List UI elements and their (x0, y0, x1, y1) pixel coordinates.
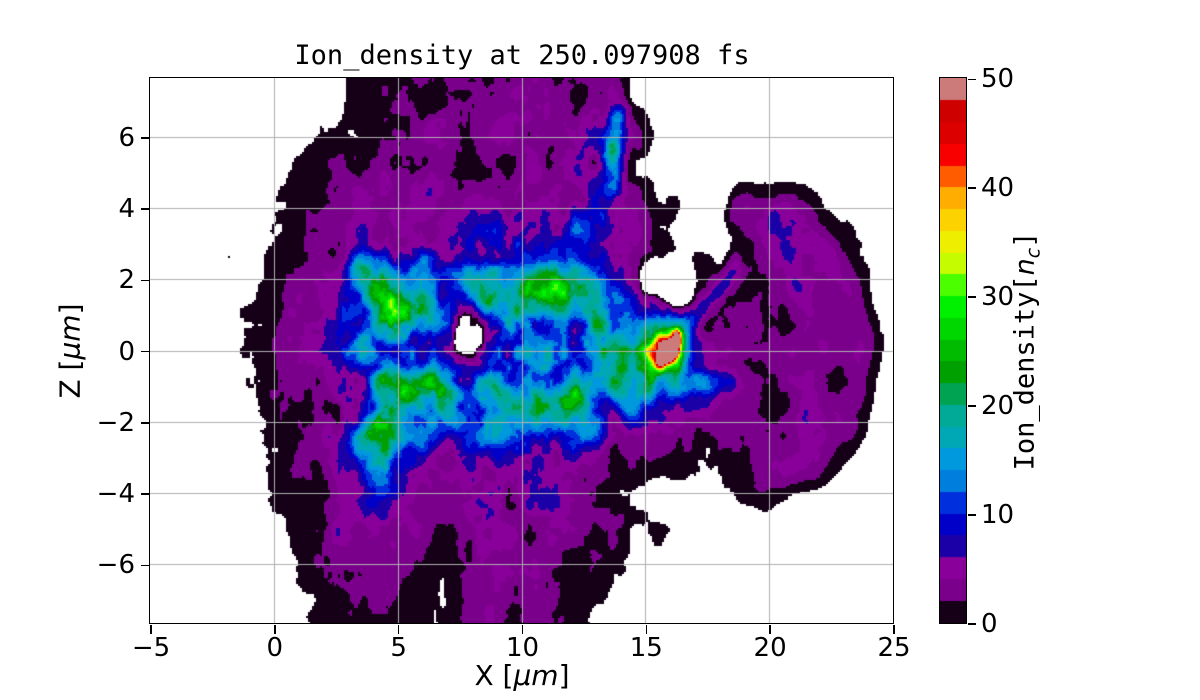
y-tick-label: −2 (96, 407, 135, 438)
x-tick-label: 0 (266, 633, 284, 663)
x-tick-label: 25 (877, 633, 911, 663)
plot-area (149, 77, 895, 625)
colorbar-tick-mark (968, 514, 976, 516)
y-tick-label: 0 (118, 336, 135, 367)
colorbar-label: Ion_density[nc] (1009, 232, 1044, 471)
x-axis-label-post: ] (558, 659, 570, 692)
colorbar-tick-label: 30 (981, 282, 1015, 312)
x-axis-label-unit: μm (513, 659, 559, 692)
y-tick-mark (141, 493, 150, 495)
x-axis-label: X [μm] (474, 659, 569, 692)
colorbar-tick-mark (968, 296, 976, 298)
colorbar-label-sub: c (1022, 247, 1045, 259)
x-axis-label-pre: X [ (474, 659, 514, 692)
x-tick-mark (645, 625, 648, 634)
plot-title: Ion_density at 250.097908 fs (294, 40, 750, 71)
y-axis-label-pre: Z [ (53, 359, 87, 399)
y-tick-label: 4 (118, 194, 135, 225)
x-tick-mark (274, 625, 276, 634)
colorbar (939, 77, 968, 625)
y-tick-label: 6 (118, 122, 135, 153)
x-tick-label: 10 (505, 633, 540, 663)
x-tick-mark (397, 625, 400, 634)
colorbar-tick-label: 50 (981, 64, 1015, 94)
heatmap-canvas (150, 78, 894, 624)
colorbar-tick-mark (968, 623, 976, 625)
y-axis-label: Z [μm] (54, 303, 87, 398)
y-axis-label-unit: μm (53, 314, 87, 360)
y-tick-label: 2 (118, 265, 135, 296)
colorbar-tick-mark (968, 187, 976, 189)
colorbar-tick-label: 40 (981, 173, 1015, 203)
y-tick-mark (141, 422, 150, 424)
x-tick-label: −5 (131, 633, 171, 663)
y-tick-mark (141, 137, 150, 139)
y-tick-mark (141, 350, 150, 353)
colorbar-tick-label: 0 (981, 609, 998, 639)
y-tick-label: −6 (96, 550, 135, 581)
colorbar-label-post: ] (1009, 231, 1041, 248)
y-tick-mark (141, 564, 150, 567)
x-tick-mark (521, 625, 524, 634)
x-tick-label: 20 (753, 633, 787, 663)
colorbar-label-math: n (1009, 258, 1041, 276)
y-tick-label: −4 (96, 479, 135, 510)
x-tick-label: 15 (629, 633, 663, 663)
colorbar-tick-label: 20 (981, 391, 1015, 421)
x-tick-mark (150, 625, 152, 634)
x-tick-mark (893, 625, 895, 634)
colorbar-tick-mark (968, 78, 976, 81)
y-axis-label-post: ] (53, 303, 87, 315)
x-tick-mark (769, 625, 771, 634)
x-tick-label: 5 (390, 633, 407, 663)
colorbar-tick-label: 10 (981, 500, 1015, 530)
y-tick-mark (141, 279, 150, 282)
colorbar-canvas (940, 78, 967, 624)
colorbar-tick-mark (968, 405, 976, 407)
colorbar-label-pre: Ion_density[ (1009, 275, 1041, 471)
y-tick-mark (141, 208, 150, 210)
